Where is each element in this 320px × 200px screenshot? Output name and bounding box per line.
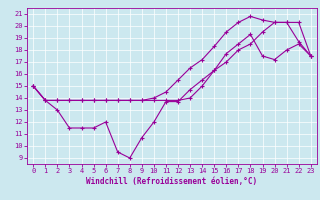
X-axis label: Windchill (Refroidissement éolien,°C): Windchill (Refroidissement éolien,°C) [86, 177, 258, 186]
